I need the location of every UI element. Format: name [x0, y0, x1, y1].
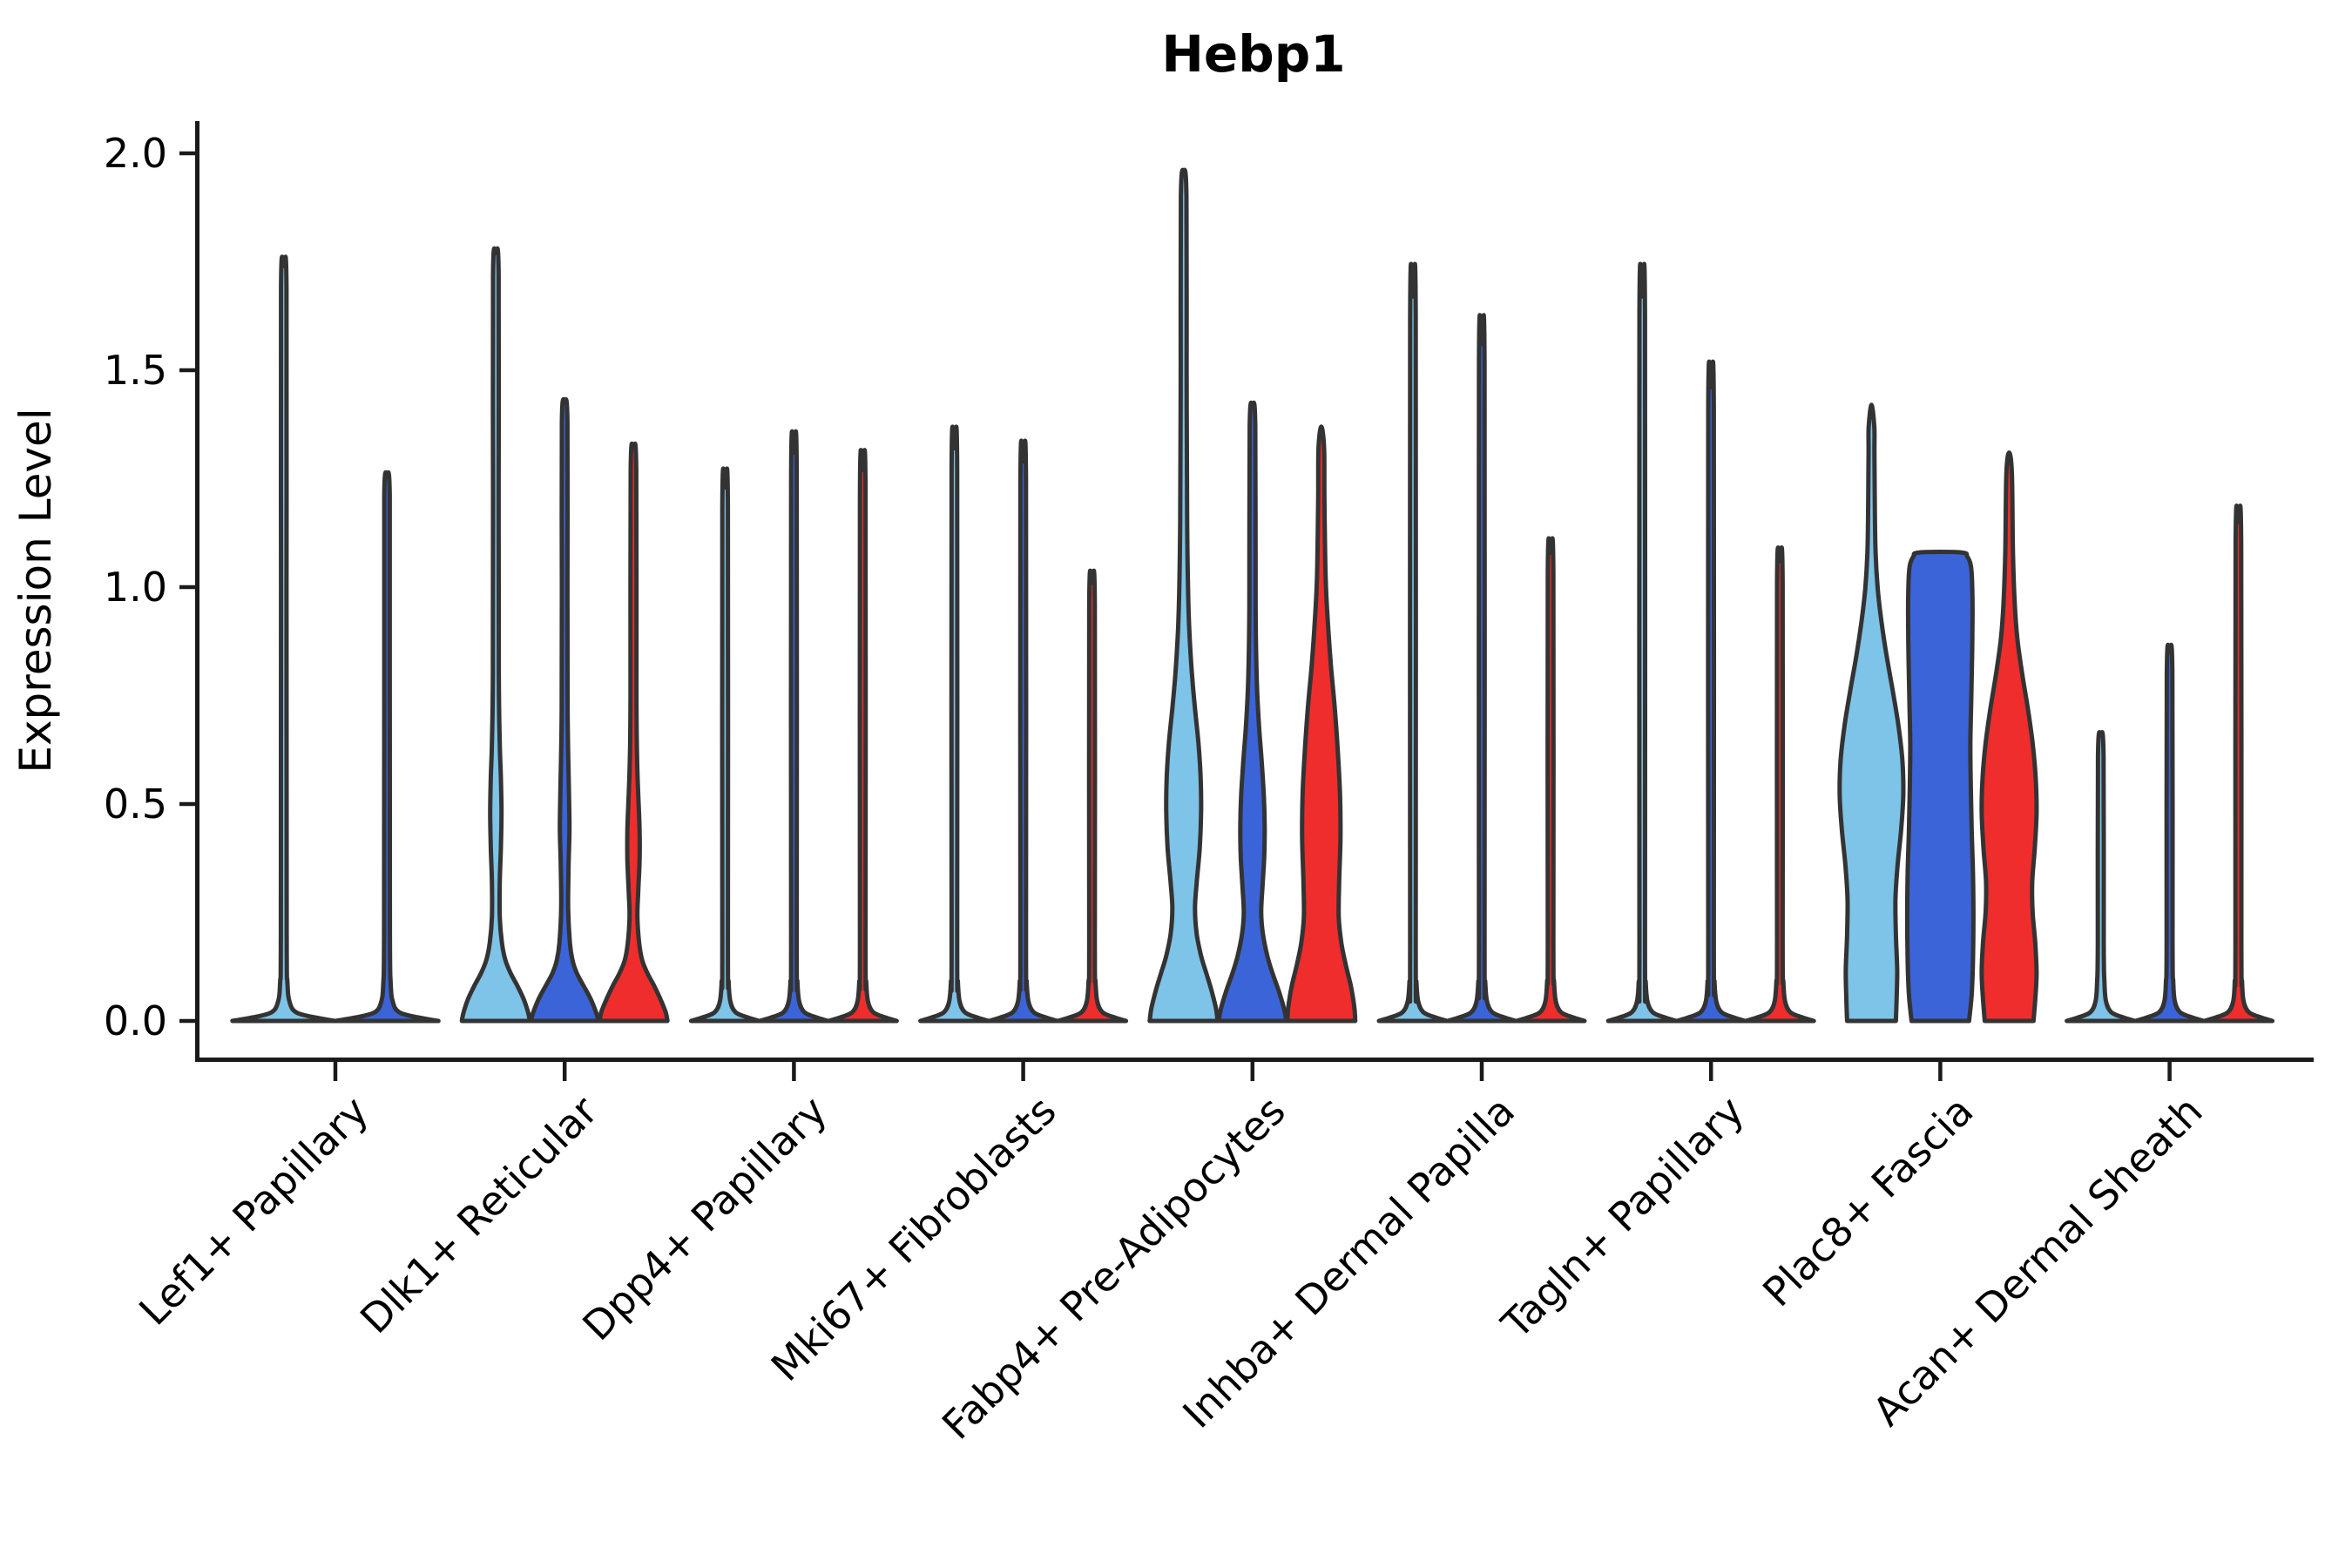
- y-tick-label: 2.0: [104, 130, 167, 177]
- chart-title: Hebp1: [1161, 24, 1345, 84]
- violin: [528, 396, 601, 1024]
- violin: [826, 448, 899, 1024]
- violin: [1445, 313, 1518, 1024]
- violin: [459, 246, 532, 1024]
- violin: [2133, 642, 2207, 1024]
- violin: [1056, 568, 1129, 1024]
- violin: [597, 441, 670, 1024]
- y-axis-ticks: 0.0 0.5 1.0 1.5 2.0: [104, 130, 196, 1044]
- violin: [1605, 261, 1679, 1024]
- violin: [230, 254, 338, 1024]
- x-tick-label: Dpp4+ Papillary: [573, 1087, 835, 1349]
- y-tick-label: 0.5: [104, 781, 167, 828]
- violin: [1216, 400, 1289, 1024]
- y-tick-label: 1.5: [104, 347, 167, 394]
- violin: [918, 424, 991, 1024]
- x-tick-label: Tagln+ Papillary: [1492, 1087, 1754, 1348]
- violin: [1979, 450, 2039, 1024]
- x-tick-label: Lef1+ Papillary: [130, 1087, 377, 1335]
- violin: [1904, 550, 1976, 1024]
- violin: [688, 466, 761, 1024]
- violin: [1376, 261, 1450, 1024]
- y-tick-label: 0.0: [104, 997, 167, 1044]
- y-axis-label: Expression Level: [10, 408, 61, 773]
- x-tick-label: Plac8+ Fascia: [1754, 1087, 1982, 1315]
- violin: [1743, 545, 1816, 1024]
- violin: [987, 438, 1060, 1024]
- violin: [2065, 730, 2138, 1024]
- violin: [2202, 504, 2275, 1024]
- violin: [1514, 536, 1587, 1024]
- violins-layer: [230, 167, 2275, 1024]
- violin: [1837, 402, 1906, 1024]
- violin: [1674, 359, 1747, 1024]
- violin: [1285, 424, 1358, 1024]
- x-tick-label: Dlk1+ Reticular: [351, 1087, 606, 1342]
- violin: [1147, 167, 1220, 1024]
- y-tick-label: 1.0: [104, 564, 167, 611]
- violin: [333, 470, 441, 1024]
- violin: [757, 429, 830, 1024]
